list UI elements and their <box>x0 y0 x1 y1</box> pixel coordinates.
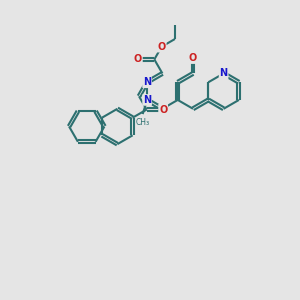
Text: N: N <box>220 68 228 78</box>
Text: O: O <box>134 54 142 64</box>
Text: CH₃: CH₃ <box>136 118 150 127</box>
Text: O: O <box>158 42 166 52</box>
Text: N: N <box>143 95 151 105</box>
Text: N: N <box>143 77 151 87</box>
Text: O: O <box>189 53 197 63</box>
Text: O: O <box>159 105 167 115</box>
